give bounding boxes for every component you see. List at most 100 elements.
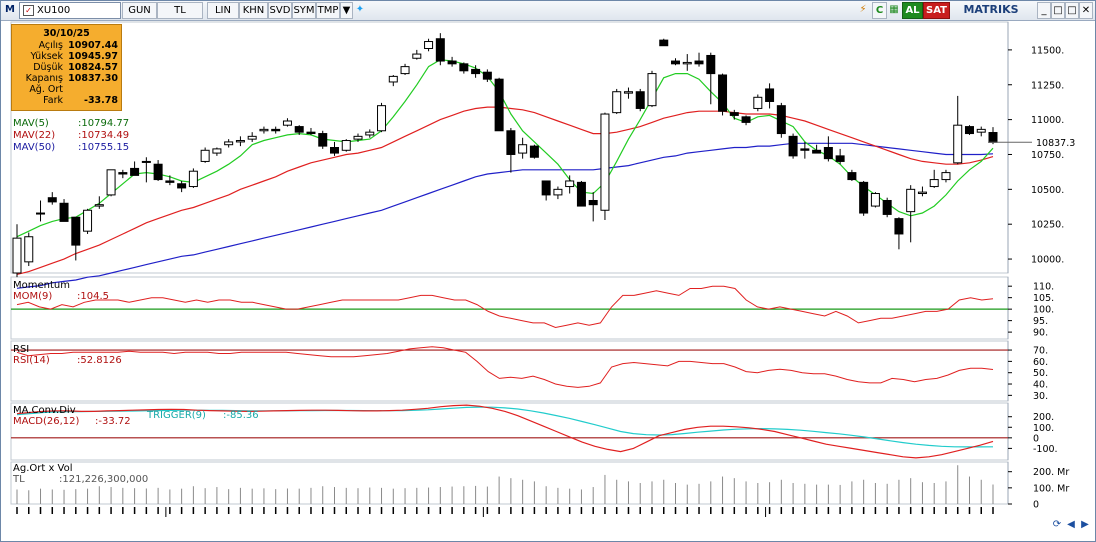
candle-bull — [247, 135, 257, 140]
scale-button[interactable]: LIN — [207, 2, 239, 19]
rsi-tick-label: 40. — [1033, 380, 1048, 391]
maximize-button[interactable]: □ — [1065, 2, 1079, 19]
candle-bear — [812, 149, 822, 154]
candle-bull — [953, 124, 963, 164]
legend-mav50: MAV(50):10755.15 — [13, 142, 129, 153]
candle-bear — [529, 145, 539, 158]
svd-button[interactable]: SVD — [268, 2, 292, 19]
candle-bear — [964, 126, 974, 135]
price-tick-label: 11250. — [1031, 80, 1064, 91]
scroll-left-icon[interactable]: ◀ — [1067, 519, 1075, 530]
info-label: Düşük — [33, 62, 63, 73]
symbol-checkbox[interactable]: ✓ — [23, 5, 34, 16]
macd-tick-label: -100. — [1033, 444, 1058, 455]
period-button[interactable]: GUN — [122, 2, 157, 19]
price-tick-label: 10500. — [1031, 185, 1064, 196]
mav5-line — [16, 59, 994, 238]
scroll-right-icon[interactable]: ▶ — [1081, 519, 1089, 530]
symbol-text: XU100 — [37, 5, 71, 16]
candle-bear — [318, 133, 328, 147]
sell-button[interactable]: SAT — [923, 2, 950, 19]
candle-bear — [718, 74, 728, 112]
candle-bear — [729, 112, 739, 116]
candle-bear — [588, 199, 598, 206]
candle-bear — [765, 88, 775, 102]
candle-bear — [59, 202, 69, 222]
candle-bear — [823, 147, 833, 160]
candle-bear — [671, 60, 681, 65]
candle-bear — [506, 130, 516, 155]
calendar-icon[interactable]: ▦ — [889, 4, 899, 15]
refresh-c-button[interactable]: C — [872, 2, 887, 19]
candle-bull — [388, 75, 398, 83]
macd-title: MA.Conv.Div — [13, 405, 76, 416]
vol-tick-label: 0 — [1033, 500, 1039, 511]
volume-label: TL — [13, 474, 25, 485]
candle-bull — [753, 96, 763, 109]
menu-button[interactable]: M — [5, 4, 15, 15]
currency-button[interactable]: TL — [157, 2, 203, 19]
candle-bull — [188, 170, 198, 188]
candle-bull — [412, 53, 422, 59]
time-scrollbar[interactable] — [11, 517, 1009, 527]
lightning-icon[interactable]: ⚡ — [859, 4, 867, 15]
price-tick-label: 10000. — [1031, 255, 1064, 266]
mom-tick-label: 95. — [1033, 316, 1048, 327]
sync-icon[interactable]: ⟳ — [1052, 519, 1062, 530]
candle-bear — [435, 38, 445, 62]
candle-bull — [224, 141, 234, 146]
candle-bear — [482, 71, 492, 80]
price-tick-label: 10250. — [1031, 220, 1064, 231]
candle-bull — [565, 180, 575, 188]
khn-button[interactable]: KHN — [239, 2, 268, 19]
dropdown-arrow-icon[interactable]: ▼ — [340, 2, 353, 19]
panel-frame-mom — [10, 276, 1009, 340]
tmp-button[interactable]: TMP — [316, 2, 340, 19]
mom-tick-label: 100. — [1033, 305, 1054, 316]
legend-mav22: MAV(22) :10734.49 — [13, 130, 129, 141]
close-button[interactable]: ✕ — [1079, 2, 1093, 19]
candle-bear — [776, 105, 786, 135]
vol-tick-label: 100. Mr — [1033, 483, 1069, 494]
macd-tick-label: 200. — [1033, 412, 1054, 423]
info-label: Yüksek — [30, 51, 63, 62]
candle-bull — [553, 188, 563, 196]
candle-bear — [659, 39, 669, 47]
twitter-icon[interactable]: ✦ — [355, 4, 365, 15]
brand-logo: MATRIKS — [963, 3, 1019, 16]
sym-button[interactable]: SYM — [292, 2, 316, 19]
mav22-line — [16, 106, 994, 275]
info-box: 30/10/25 Açılış 10907.44 Yüksek 10945.97 Düş… — [11, 24, 122, 111]
symbol-field[interactable]: ✓ XU100 — [19, 2, 121, 19]
candle-bear — [153, 163, 163, 181]
info-label: Fark — [43, 95, 63, 106]
candle-bull — [612, 91, 622, 114]
macd-line — [16, 404, 994, 459]
candle-bull — [94, 204, 104, 207]
candle-bear — [130, 167, 140, 176]
rsi-line — [16, 346, 994, 388]
rsi-title: RSI — [13, 344, 30, 355]
candle-bear — [835, 155, 845, 162]
legend-mav22-value: :10734.49 — [78, 130, 130, 141]
candle-bull — [259, 128, 269, 132]
candle-bull — [976, 128, 986, 133]
candle-bear — [800, 148, 810, 151]
restore-button[interactable]: □ — [1051, 2, 1065, 19]
candle-bear — [471, 68, 481, 75]
vol-tick-label: 200. Mr — [1033, 467, 1069, 478]
buy-button[interactable]: AL — [902, 2, 923, 19]
minimize-button[interactable]: _ — [1037, 2, 1051, 19]
candle-bear — [47, 197, 57, 203]
candle-bull — [12, 237, 22, 274]
legend-mav22-label: MAV(22) — [13, 130, 56, 141]
info-row: Kapanış 10837.30 — [12, 73, 121, 84]
candle-bull — [682, 61, 692, 65]
candle-bear — [635, 91, 645, 109]
candle-bull — [200, 149, 210, 162]
candle-bear — [576, 181, 586, 207]
info-value: 10824.57 — [68, 62, 118, 73]
rsi-tick-label: 60. — [1033, 357, 1048, 368]
candle-bear — [271, 128, 281, 132]
